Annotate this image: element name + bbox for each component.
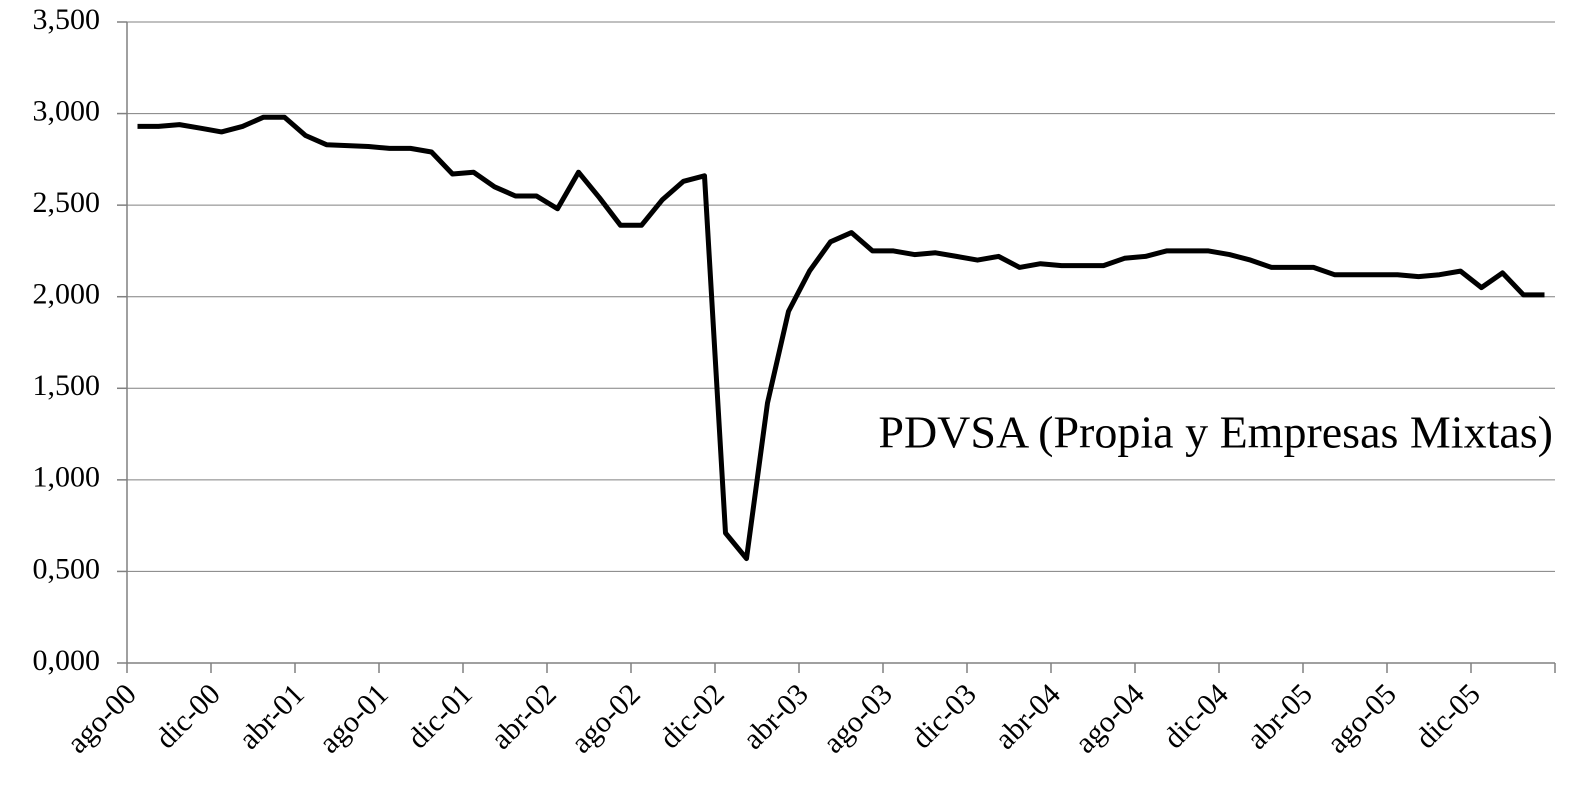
x-tick-label: ago-02 [565,677,647,759]
x-tick-label: abr-01 [233,677,311,755]
data-line [137,114,1545,562]
x-tick-label: ago-00 [61,677,143,759]
y-tick-label: 1,500 [33,369,101,402]
y-tick-label: 1,000 [33,461,101,494]
y-tick-label: 0,000 [33,644,101,677]
x-tick-label: abr-05 [1241,677,1319,755]
x-tick-label: dic-04 [1157,677,1235,755]
x-tick-label: dic-02 [653,677,731,755]
x-tick-label: dic-01 [401,677,479,755]
y-tick-label: 0,500 [33,552,101,585]
x-tick-label: dic-03 [905,677,983,755]
x-tick-label: abr-02 [485,677,563,755]
x-tick-label: dic-00 [149,677,227,755]
x-tick-label: ago-03 [817,677,899,759]
y-tick-label: 2,500 [33,186,101,219]
y-tick-label: 2,000 [33,278,101,311]
x-tick-label: ago-01 [313,677,395,759]
series-annotation: PDVSA (Propia y Empresas Mixtas) [878,407,1553,458]
x-tick-label: abr-04 [989,677,1067,755]
x-tick-label: abr-03 [737,677,815,755]
y-tick-label: 3,500 [33,3,101,36]
x-tick-label: ago-05 [1321,677,1403,759]
x-tick-label: dic-05 [1409,677,1487,755]
y-tick-label: 3,000 [33,94,101,127]
x-tick-label: ago-04 [1069,677,1151,759]
